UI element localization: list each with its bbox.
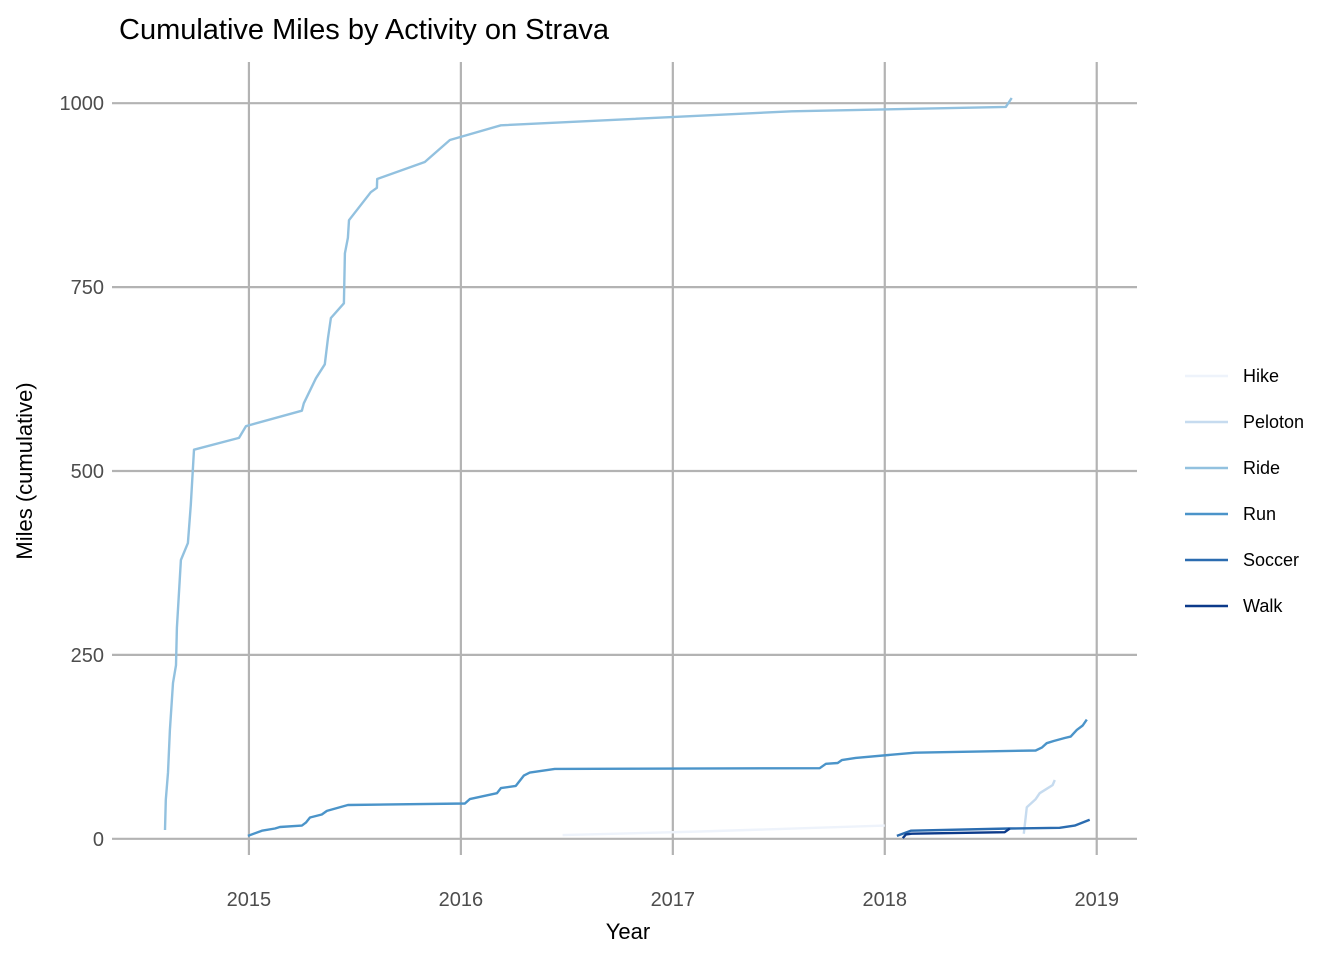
x-axis-ticks: 2015 2016 2017 2018 2019	[227, 889, 1119, 911]
y-tick-label: 500	[71, 461, 104, 483]
x-tick-label: 2017	[651, 889, 696, 911]
x-tick-label: 2019	[1074, 889, 1119, 911]
x-tick-label: 2015	[227, 889, 272, 911]
x-tick-label: 2016	[439, 889, 484, 911]
legend-label: Hike	[1243, 366, 1279, 386]
legend: Hike Peloton Ride Run Soccer Walk	[1185, 366, 1304, 616]
series-lines	[163, 97, 1091, 839]
y-axis-label: Miles (cumulative)	[12, 382, 37, 559]
chart-title: Cumulative Miles by Activity on Strava	[119, 14, 610, 46]
series-line-hike	[562, 824, 885, 837]
series-line-soccer	[896, 818, 1091, 838]
y-axis-ticks: 0 250 500 750 1000	[60, 93, 105, 851]
y-tick-label: 750	[71, 277, 104, 299]
legend-label: Run	[1243, 504, 1276, 524]
x-axis-label: Year	[606, 919, 650, 944]
gridlines	[112, 62, 1137, 855]
series-line-run	[247, 718, 1088, 838]
y-tick-label: 250	[71, 645, 104, 667]
x-tick-label: 2018	[863, 889, 908, 911]
series-line-peloton	[1022, 779, 1056, 834]
legend-label: Ride	[1243, 458, 1280, 478]
y-tick-label: 1000	[60, 93, 105, 115]
y-tick-label: 0	[93, 829, 104, 851]
series-line-ride	[163, 97, 1013, 831]
legend-label: Soccer	[1243, 550, 1299, 570]
legend-label: Walk	[1243, 596, 1283, 616]
legend-label: Peloton	[1243, 412, 1304, 432]
series-line-walk	[901, 827, 1011, 839]
